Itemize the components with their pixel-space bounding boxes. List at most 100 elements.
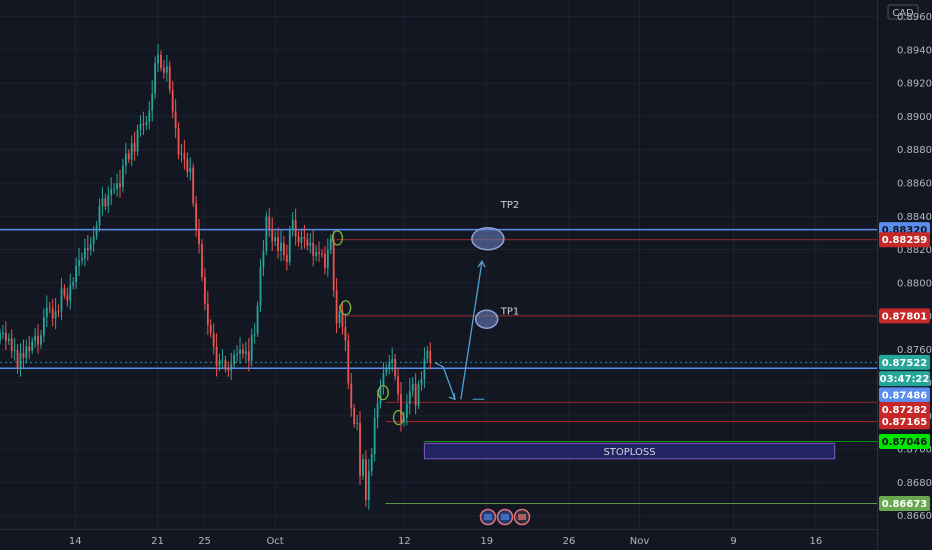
candle-body	[92, 236, 95, 244]
candle-body	[283, 242, 285, 256]
event-icons[interactable]	[479, 508, 531, 526]
candle-body	[236, 353, 238, 355]
candle-body	[37, 335, 39, 345]
candle-body	[382, 372, 385, 387]
x-tick-label: Oct	[266, 536, 283, 547]
candle-body	[244, 351, 247, 354]
candlestick-series	[0, 44, 432, 510]
x-tick-label: Nov	[630, 536, 650, 547]
arrow-head	[448, 393, 456, 401]
currency-badge[interactable]	[887, 4, 919, 20]
candle-body	[89, 243, 92, 251]
candle-body	[414, 383, 417, 406]
candle-body	[25, 346, 28, 358]
time-axis[interactable]: 14 21 25 Oct 12 19 26 Nov 9 16	[0, 529, 877, 548]
candle-body	[83, 248, 86, 259]
candle-body	[426, 351, 429, 359]
drawings-layer[interactable]: STOPLOSS TP2 TP1	[331, 200, 836, 460]
price-tag-label: 0.87522	[882, 358, 928, 369]
stoploss-label: STOPLOSS	[603, 447, 655, 458]
currency-label: CAD	[892, 8, 914, 19]
candle-body	[95, 225, 98, 237]
path-arrow	[434, 362, 456, 400]
candle-body	[329, 239, 332, 250]
x-tick-label: 16	[810, 536, 823, 547]
candle-body	[101, 198, 104, 207]
x-tick-label: 12	[398, 536, 411, 547]
candle-body	[417, 384, 420, 406]
candle-body	[262, 251, 265, 267]
candle-body	[2, 332, 4, 334]
candle-body	[356, 422, 359, 425]
candle-body	[364, 459, 367, 500]
candle-body	[42, 317, 45, 336]
swing-marker	[339, 300, 352, 316]
candle-body	[104, 198, 107, 207]
candle-body	[119, 183, 121, 187]
price-tag-label: 03:47:22	[880, 374, 930, 385]
price-tag	[879, 433, 930, 449]
candle-body	[206, 303, 209, 326]
candle-body	[13, 350, 16, 352]
candle-body	[148, 110, 151, 122]
x-tick-label: 26	[563, 536, 576, 547]
price-tag	[879, 308, 930, 324]
candle-body	[0, 332, 1, 342]
candle-body	[145, 121, 148, 126]
candle-body	[195, 203, 198, 231]
candle-body	[160, 54, 162, 69]
candle-body	[247, 351, 250, 361]
candle-body	[376, 403, 379, 418]
candle-body	[69, 285, 72, 301]
candle-body	[312, 243, 315, 256]
x-tick-label: 21	[151, 536, 164, 547]
candle-body	[63, 288, 66, 296]
candle-body	[180, 153, 183, 155]
x-tick-label: 19	[480, 536, 493, 547]
stoploss-zone	[423, 442, 836, 460]
candle-body	[209, 325, 212, 333]
candle-body	[405, 403, 408, 418]
candle-body	[28, 346, 31, 351]
candle-body	[318, 251, 320, 254]
candle-body	[51, 308, 54, 319]
candle-body	[397, 376, 399, 395]
candle-body	[10, 338, 13, 352]
candle-body	[303, 237, 306, 239]
candle-body	[221, 359, 224, 361]
candle-body	[107, 195, 110, 207]
candle-body	[385, 368, 388, 373]
candle-body	[81, 258, 83, 261]
candle-body	[122, 165, 124, 187]
horizontal-lines	[0, 228, 877, 504]
candle-body	[265, 216, 268, 252]
candle-body	[57, 311, 60, 313]
candle-body	[391, 358, 394, 363]
candle-body	[19, 352, 22, 369]
candle-body	[285, 255, 288, 263]
swing-marker	[331, 230, 344, 246]
price-tag-label: 0.88259	[882, 235, 928, 246]
candle-body	[151, 93, 154, 111]
candle-body	[309, 243, 312, 246]
candle-body	[362, 459, 364, 476]
candle-body	[271, 229, 274, 242]
candle-body	[230, 364, 233, 371]
price-tag	[879, 414, 930, 430]
candle-body	[394, 358, 397, 377]
candle-body	[201, 244, 203, 278]
arrow-head	[477, 259, 486, 268]
price-tag-label: 0.87165	[882, 417, 928, 428]
price-tag	[879, 387, 930, 403]
price-tag	[879, 496, 930, 512]
candle-body	[367, 471, 370, 500]
candle-body	[379, 386, 382, 404]
candle-body	[370, 453, 373, 472]
candle-body	[280, 242, 282, 251]
